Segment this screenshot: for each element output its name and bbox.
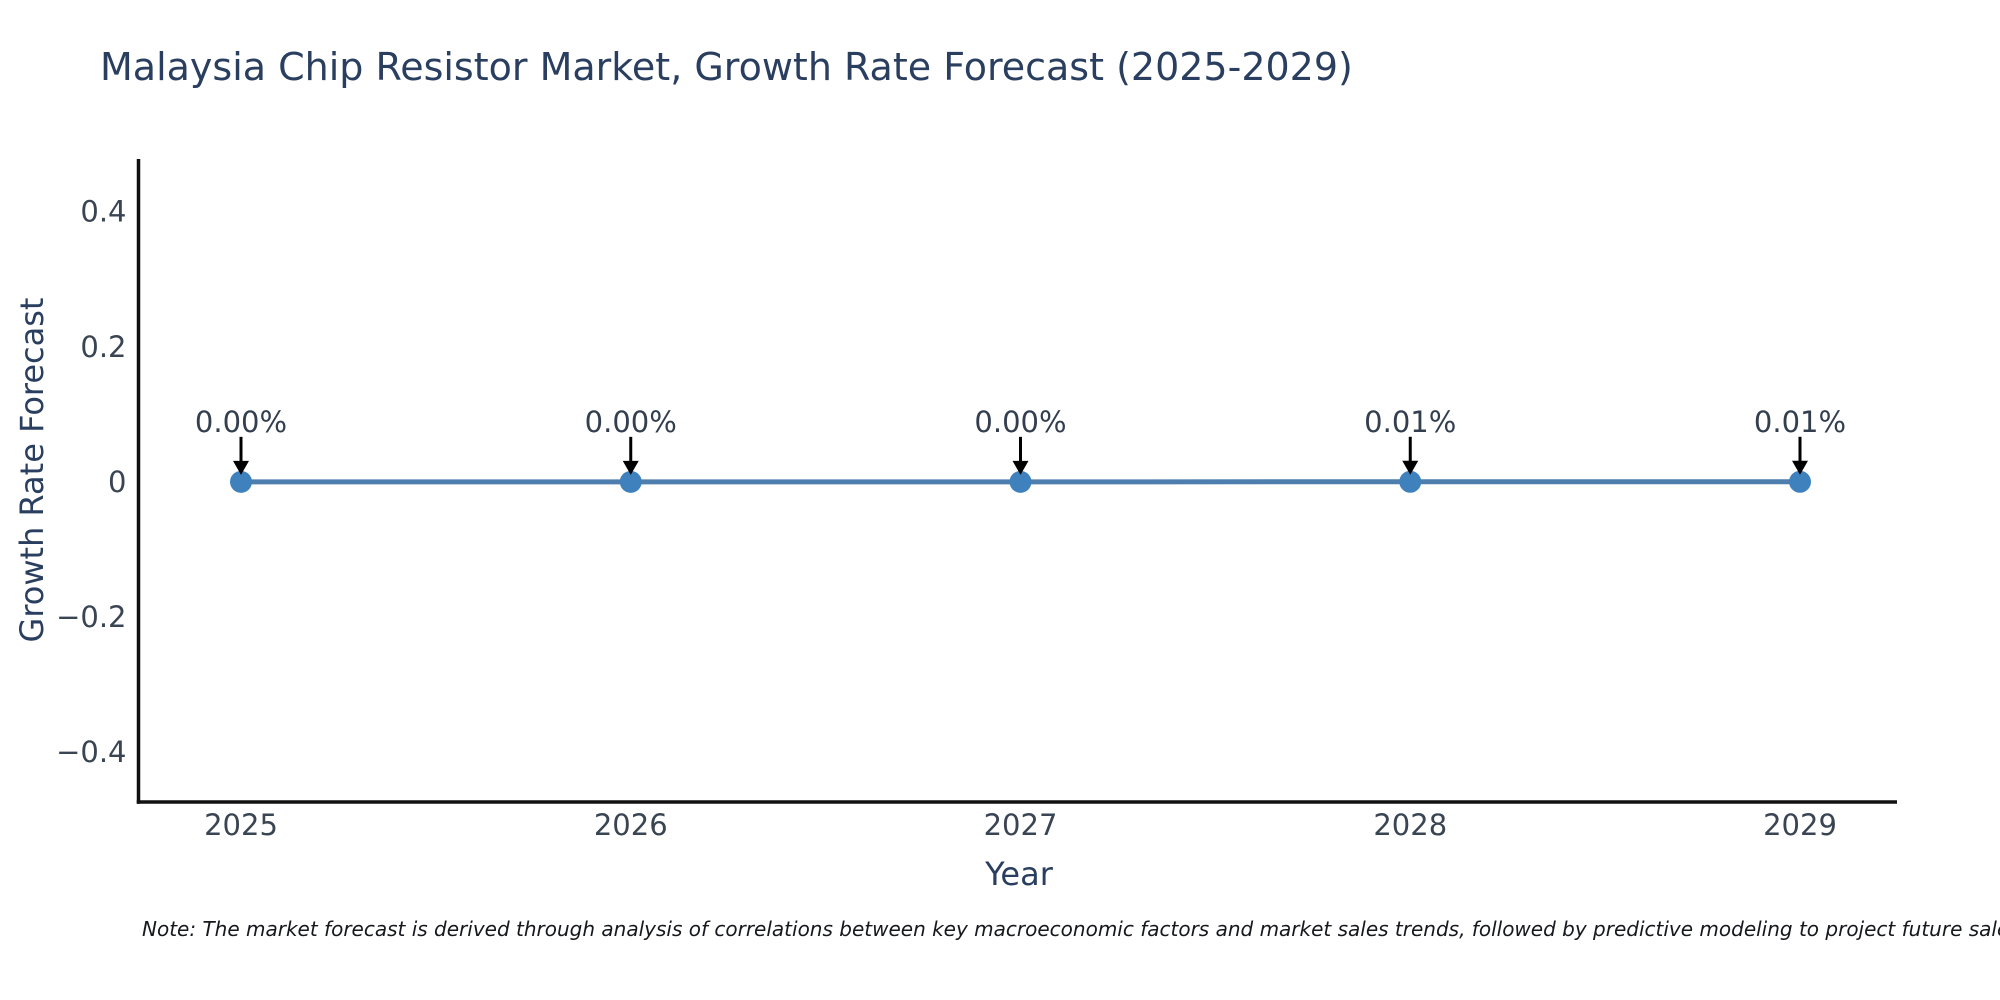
point-value-label: 0.01%: [1364, 405, 1456, 439]
point-value-label: 0.00%: [585, 405, 677, 439]
point-value-label: 0.01%: [1754, 405, 1846, 439]
data-point-2029[interactable]: [1789, 470, 1811, 493]
y-tick-label: 0.4: [80, 195, 126, 229]
y-tick-label: 0.2: [80, 330, 126, 364]
y-tick-label: −0.2: [56, 600, 126, 634]
x-tick-label: 2029: [1763, 808, 1837, 842]
point-value-label: 0.00%: [195, 405, 287, 439]
x-tick-label: 2025: [204, 808, 278, 842]
x-tick-label: 2028: [1373, 808, 1447, 842]
x-tick-label: 2026: [594, 808, 668, 842]
x-tick-label: 2027: [984, 808, 1058, 842]
point-value-label: 0.00%: [974, 405, 1066, 439]
annotation-arrow-head: [1402, 460, 1419, 475]
annotation-arrow-head: [1012, 460, 1029, 475]
chart-title: Malaysia Chip Resistor Market, Growth Ra…: [100, 45, 1353, 89]
annotation-arrow-head: [1792, 460, 1808, 475]
y-tick-label: −0.4: [56, 735, 126, 769]
data-point-2025[interactable]: [230, 470, 252, 493]
data-point-2028[interactable]: [1399, 470, 1422, 493]
data-point-2026[interactable]: [619, 470, 642, 493]
x-axis-title: Year: [985, 855, 1053, 893]
data-point-2027[interactable]: [1009, 470, 1032, 493]
y-tick-label: 0: [108, 465, 126, 499]
annotation-arrow-head: [622, 460, 639, 475]
annotation-arrow-head: [233, 460, 249, 475]
chart-footnote: Note: The market forecast is derived thr…: [142, 917, 2000, 941]
